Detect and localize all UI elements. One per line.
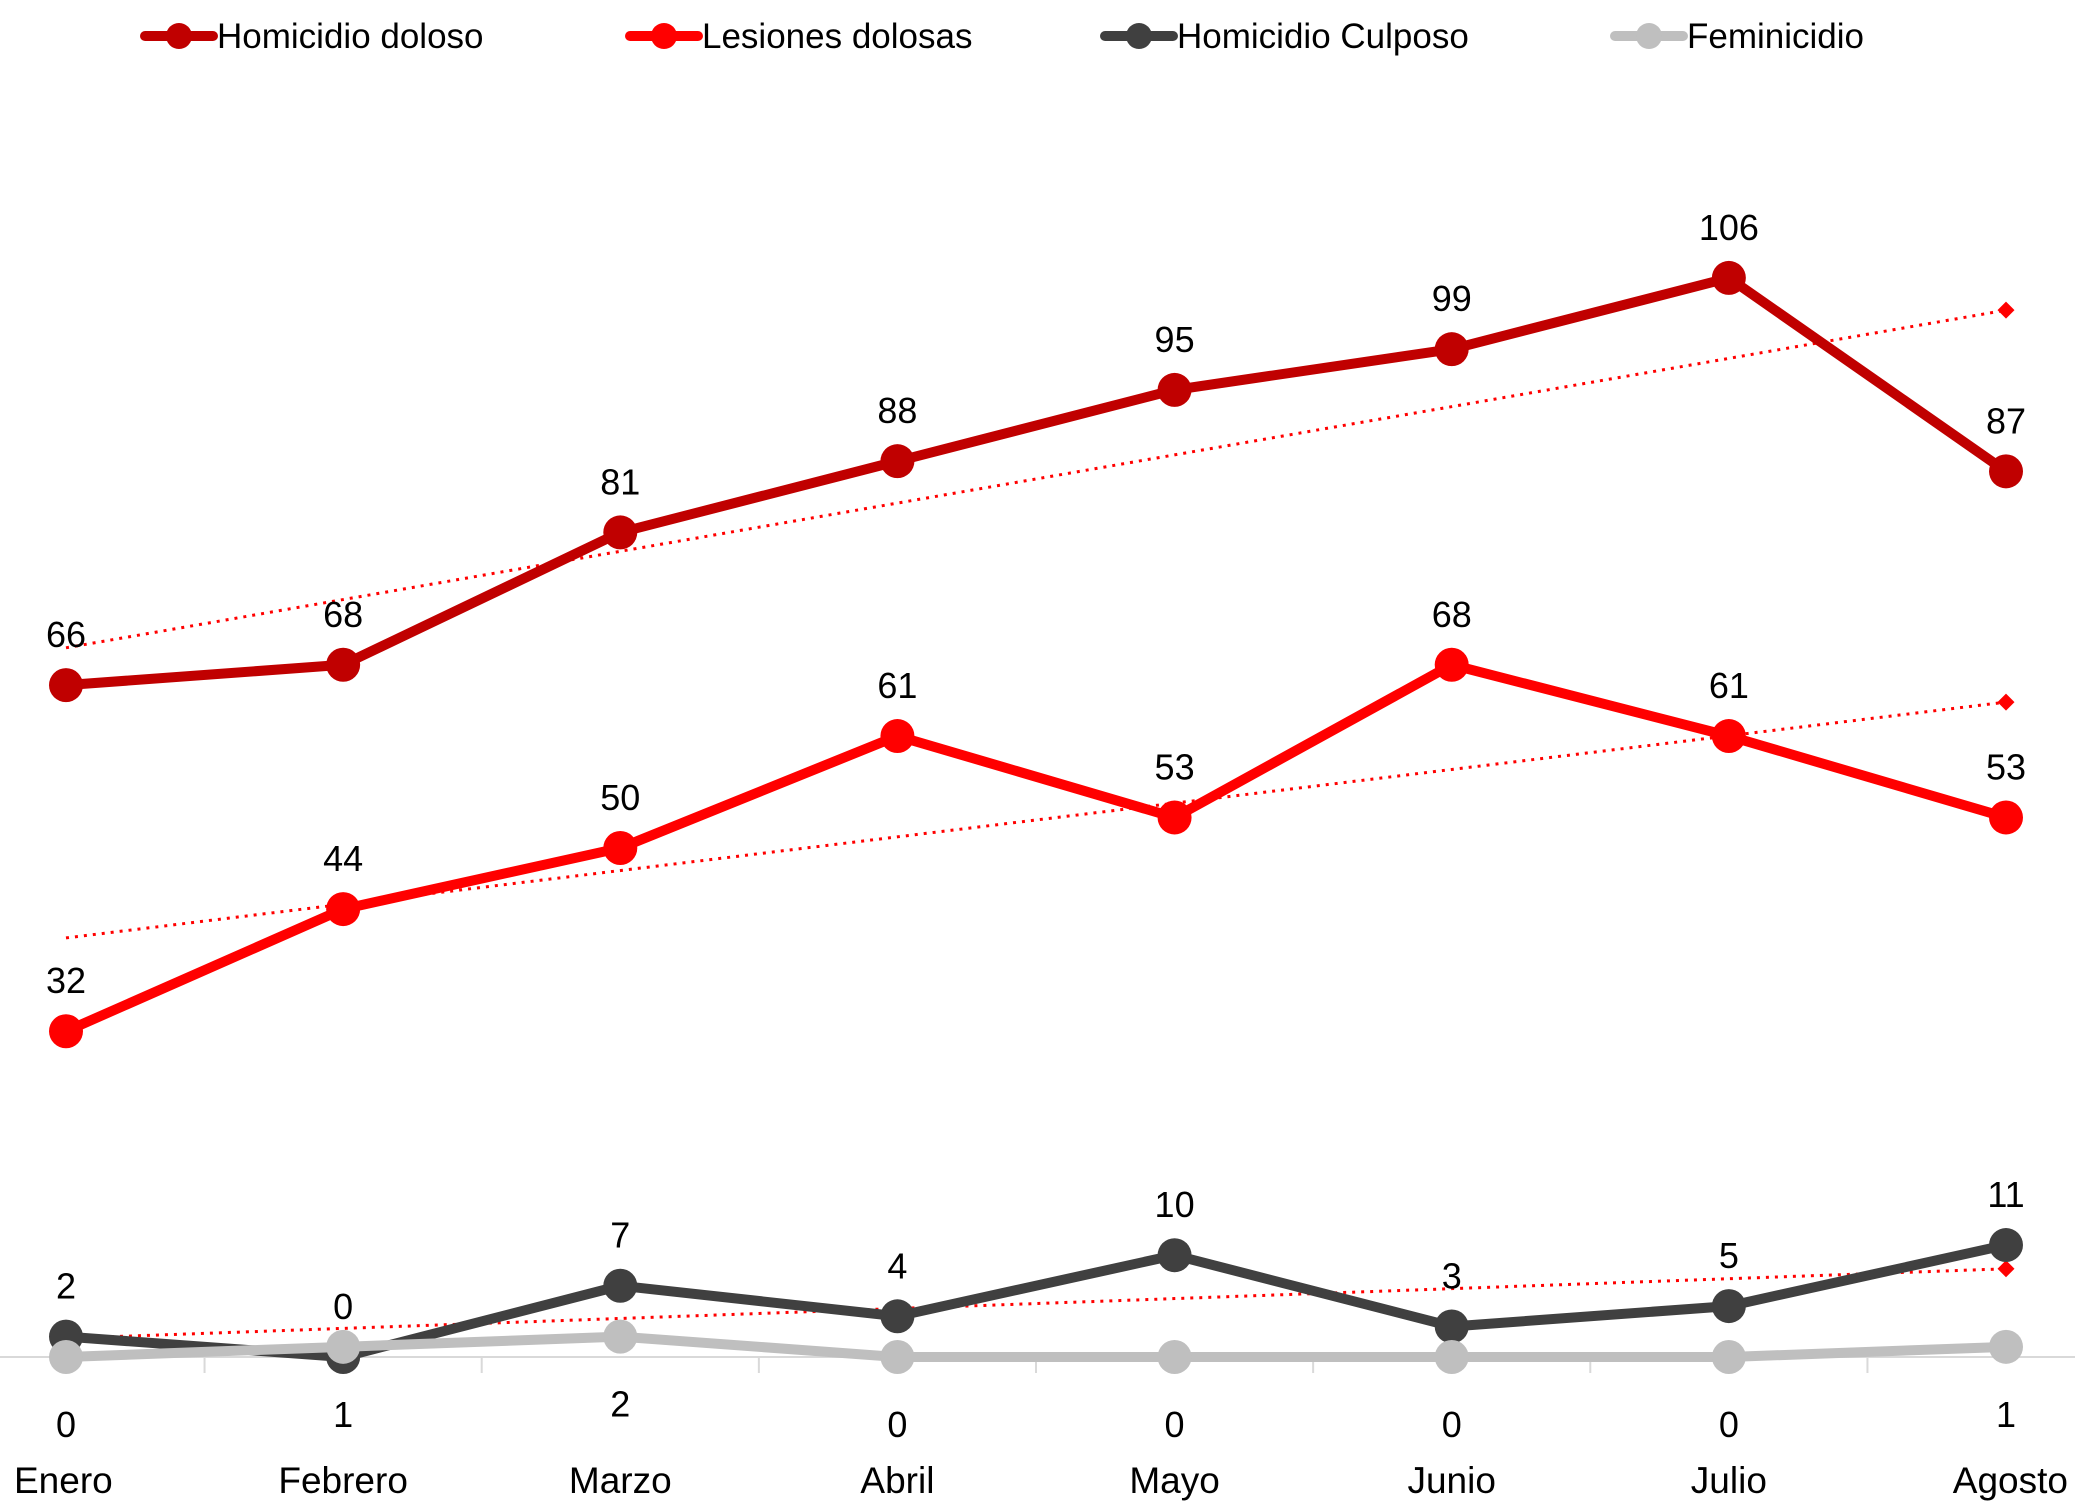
data-point-homicidio-culposo [1157, 1238, 1192, 1273]
series-group [49, 260, 2023, 1374]
data-label-lesiones-dolosas: 50 [600, 777, 640, 818]
data-point-feminicidio [880, 1340, 915, 1374]
data-label-homicidio-culposo: 0 [333, 1286, 353, 1327]
data-label-lesiones-dolosas: 32 [46, 960, 86, 1001]
data-label-feminicidio: 0 [887, 1404, 907, 1445]
data-label-homicidio-culposo: 10 [1155, 1184, 1195, 1225]
data-point-lesiones-dolosas [1711, 719, 1746, 754]
trendline-end-marker-homicidio-doloso [1997, 301, 2015, 319]
data-label-feminicidio: 0 [1442, 1404, 1462, 1445]
data-label-lesiones-dolosas: 68 [1432, 594, 1472, 635]
data-label-feminicidio: 0 [1719, 1404, 1739, 1445]
x-tick-label: Junio [1407, 1460, 1495, 1501]
data-label-feminicidio: 1 [333, 1394, 353, 1435]
x-tick-label: Enero [14, 1460, 113, 1501]
data-point-homicidio-doloso [603, 515, 638, 550]
data-point-feminicidio [1157, 1340, 1192, 1374]
data-point-homicidio-culposo [1434, 1309, 1469, 1344]
data-label-lesiones-dolosas: 61 [877, 665, 917, 706]
data-point-homicidio-doloso [49, 668, 83, 703]
legend-swatch-marker-feminicidio [1636, 23, 1662, 49]
data-label-homicidio-doloso: 95 [1155, 319, 1195, 360]
x-tick-label: Marzo [569, 1460, 672, 1501]
data-label-feminicidio: 0 [56, 1404, 76, 1445]
x-tick-label: Agosto [1953, 1460, 2068, 1501]
data-point-feminicidio [49, 1340, 83, 1374]
data-label-homicidio-culposo: 4 [887, 1245, 907, 1286]
data-label-homicidio-doloso: 87 [1986, 400, 2026, 441]
data-point-homicidio-doloso [880, 444, 915, 479]
data-point-lesiones-dolosas [1157, 800, 1192, 835]
data-point-lesiones-dolosas [1434, 647, 1469, 682]
legend-swatch-marker-homicidio-doloso [166, 23, 192, 49]
data-label-homicidio-doloso: 81 [600, 461, 640, 502]
series-line-homicidio-doloso [61, 272, 2011, 691]
data-label-feminicidio: 0 [1165, 1404, 1185, 1445]
data-point-feminicidio [1711, 1340, 1746, 1374]
category-labels-group: Enero Febrero Marzo Abril Mayo Junio Julio Agos… [14, 1460, 2068, 1501]
legend-label-homicidio-culposo: Homicidio Culposo [1177, 17, 1469, 56]
data-label-homicidio-doloso: 66 [46, 614, 86, 655]
legend-label-feminicidio: Feminicidio [1687, 17, 1864, 56]
data-point-homicidio-doloso [1434, 332, 1469, 367]
series-line-feminicidio [61, 1331, 2011, 1362]
data-label-lesiones-dolosas: 53 [1986, 746, 2026, 787]
data-label-feminicidio: 1 [1996, 1394, 2016, 1435]
data-label-homicidio-culposo: 7 [610, 1215, 630, 1256]
legend-label-lesiones-dolosas: Lesiones dolosas [702, 17, 972, 56]
trendline-end-marker-homicidio-culposo [1997, 1260, 2015, 1278]
data-label-homicidio-doloso: 68 [323, 594, 363, 635]
data-point-lesiones-dolosas [880, 719, 915, 754]
series-line-lesiones-dolosas [61, 659, 2011, 1037]
data-point-lesiones-dolosas [49, 1014, 83, 1049]
trendlines-group [65, 301, 2015, 1340]
data-point-homicidio-doloso [326, 647, 361, 682]
x-tick-label: Mayo [1129, 1460, 1219, 1501]
legend: Homicidio doloso Lesiones dolosas Homicidi… [140, 17, 1864, 56]
x-tick-label: Febrero [278, 1460, 408, 1501]
data-label-homicidio-culposo: 3 [1442, 1255, 1462, 1296]
data-point-homicidio-culposo [603, 1268, 638, 1303]
data-label-homicidio-doloso: 106 [1699, 207, 1759, 248]
data-point-homicidio-doloso [1157, 372, 1192, 407]
data-label-lesiones-dolosas: 61 [1709, 665, 1749, 706]
data-label-feminicidio: 2 [610, 1384, 630, 1425]
data-point-feminicidio [603, 1319, 638, 1354]
data-point-lesiones-dolosas [326, 892, 361, 927]
x-tick-label: Abril [860, 1460, 934, 1501]
data-label-homicidio-culposo: 5 [1719, 1235, 1739, 1276]
data-point-feminicidio [326, 1329, 361, 1364]
data-point-homicidio-doloso [1711, 260, 1746, 295]
trendline-homicidio-doloso [65, 308, 2007, 650]
legend-swatch-marker-homicidio-culposo [1126, 23, 1152, 49]
data-point-lesiones-dolosas [1989, 800, 2023, 835]
data-point-feminicidio [1989, 1329, 2023, 1364]
data-label-lesiones-dolosas: 44 [323, 838, 363, 879]
data-label-homicidio-culposo: 2 [56, 1266, 76, 1307]
data-label-homicidio-doloso: 88 [877, 390, 917, 431]
data-point-homicidio-culposo [880, 1299, 915, 1334]
data-label-homicidio-doloso: 99 [1432, 278, 1472, 319]
x-tick-label: Julio [1691, 1460, 1767, 1501]
data-point-homicidio-doloso [1989, 454, 2023, 489]
data-label-homicidio-culposo: 11 [1987, 1174, 2024, 1215]
data-point-homicidio-culposo [1711, 1289, 1746, 1324]
data-label-lesiones-dolosas: 53 [1155, 746, 1195, 787]
data-point-feminicidio [1434, 1340, 1469, 1374]
legend-swatch-marker-lesiones-dolosas [651, 23, 677, 49]
trendline-end-marker-lesiones-dolosas [1997, 693, 2015, 711]
data-point-homicidio-culposo [1989, 1228, 2023, 1263]
data-point-lesiones-dolosas [603, 831, 638, 865]
legend-label-homicidio-doloso: Homicidio doloso [217, 17, 484, 56]
